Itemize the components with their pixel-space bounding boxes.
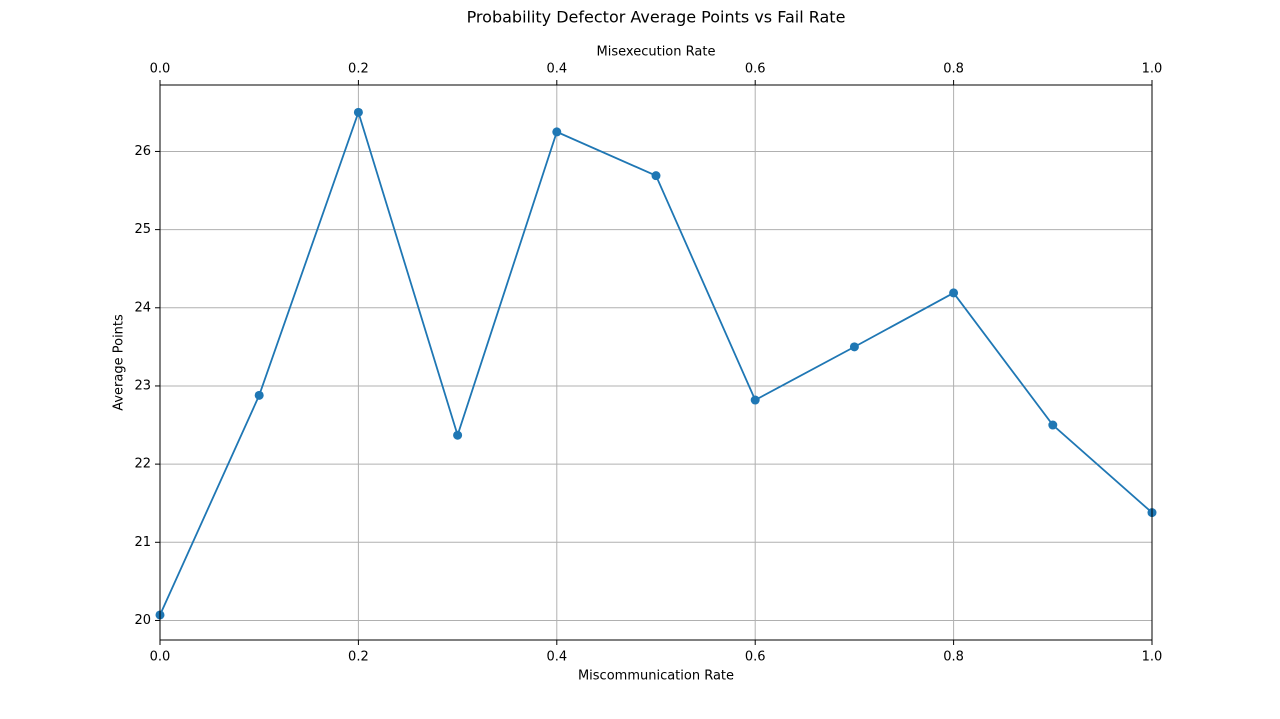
x-axis-label: Miscommunication Rate [578, 669, 734, 684]
top-x-tick-label: 0.0 [150, 62, 171, 77]
series-line [159, 109, 1153, 616]
y-tick-label: 23 [134, 378, 151, 393]
grid [159, 85, 1153, 640]
top-x-tick-label: 0.4 [546, 62, 567, 77]
y-tick-label: 26 [134, 144, 151, 159]
data-point [453, 430, 463, 440]
top-x-tick-label: 1.0 [1142, 62, 1163, 77]
data-point [949, 288, 959, 298]
x-tick-label: 0.4 [546, 650, 567, 665]
y-tick-label: 24 [134, 300, 151, 315]
y-tick-label: 25 [134, 222, 151, 237]
x-tick-label: 0.0 [150, 650, 171, 665]
ticks: 0.0 0.2 0.4 0.6 0.8 1.0 0.0 0.2 0.4 0.6 0.8 1.0 20 21… [134, 62, 1162, 665]
x-tick-label: 1.0 [1142, 650, 1163, 665]
y-tick-label: 22 [134, 457, 151, 472]
x-tick-label: 0.8 [943, 650, 964, 665]
top-x-tick-label: 0.8 [943, 62, 964, 77]
data-point [254, 390, 264, 400]
data-point [1048, 420, 1058, 430]
data-point [750, 395, 760, 405]
y-tick-label: 20 [134, 613, 151, 628]
y-tick-label: 21 [134, 535, 151, 550]
top-x-tick-label: 0.6 [745, 62, 766, 77]
data-point [651, 171, 661, 181]
top-x-tick-label: 0.2 [348, 62, 369, 77]
plot-frame [159, 84, 1153, 641]
y-axis-label: Average Points [112, 314, 127, 411]
data-point [353, 107, 363, 117]
series-layer [155, 107, 1157, 620]
chart-title: Probability Defector Average Points vs F… [467, 8, 846, 27]
data-point [552, 127, 562, 137]
x-tick-label: 0.2 [348, 650, 369, 665]
x-tick-label: 0.6 [745, 650, 766, 665]
data-point [849, 342, 859, 352]
top-axis-label: Misexecution Rate [597, 45, 716, 60]
